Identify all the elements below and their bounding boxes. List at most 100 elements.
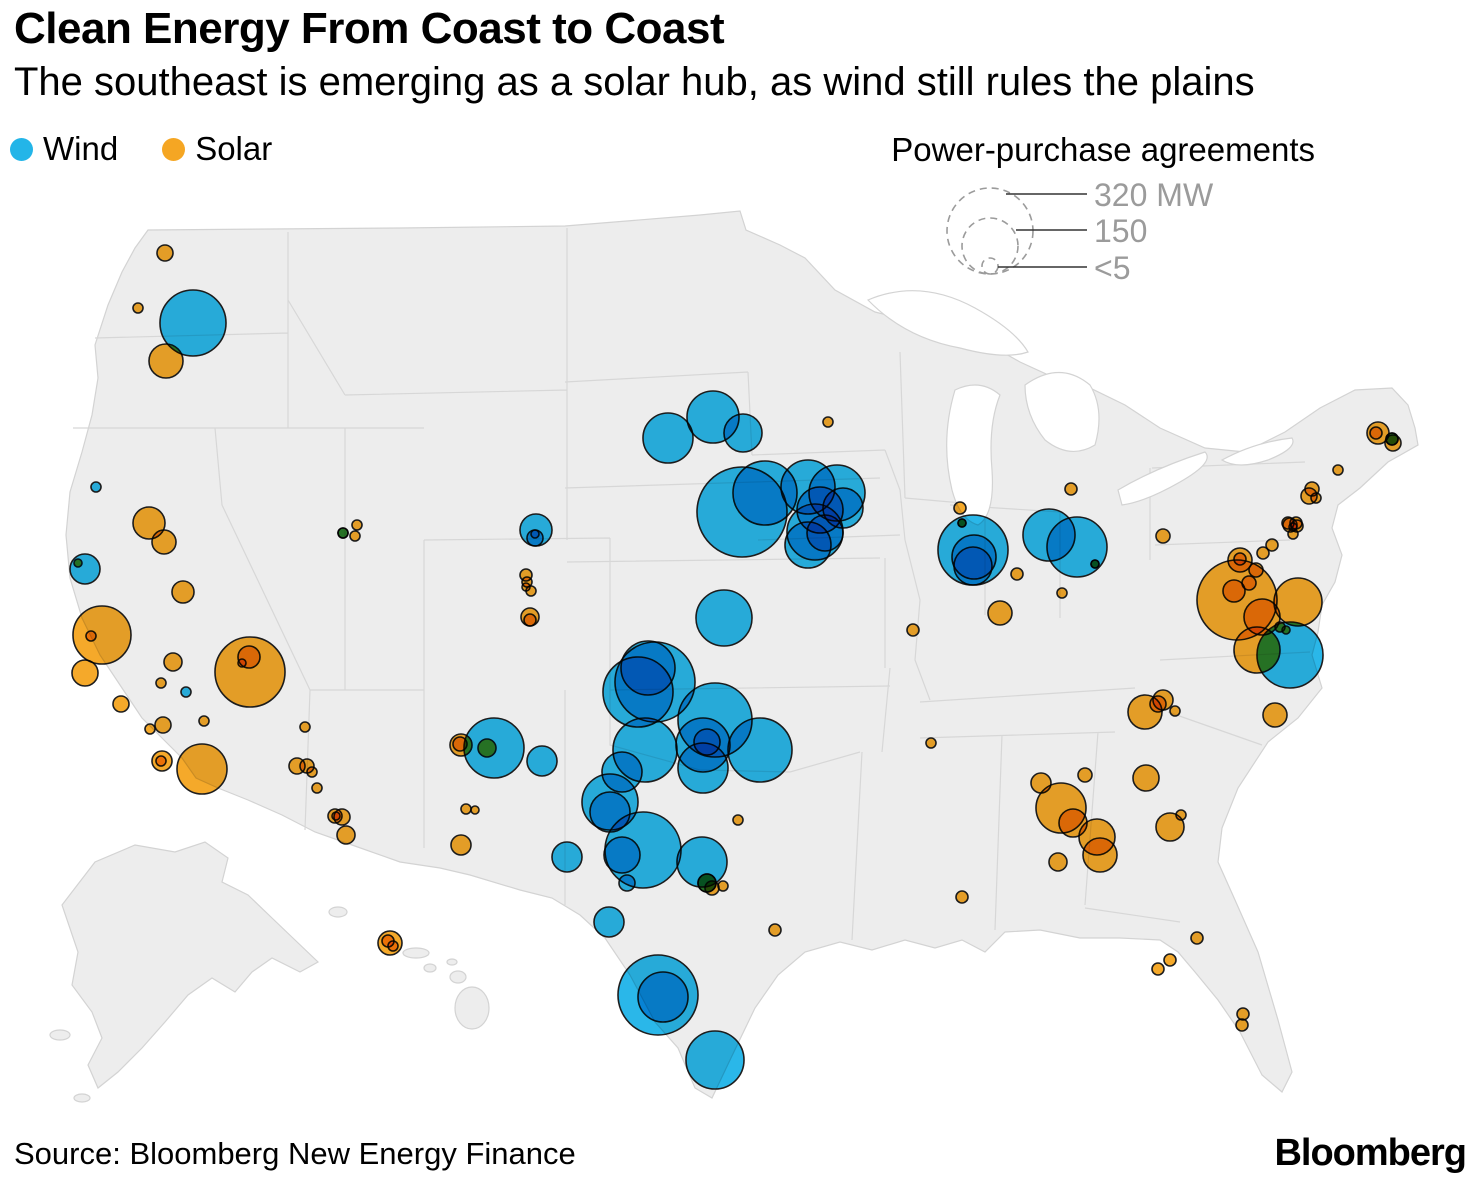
wind-bubble [530,529,540,539]
solar-bubble [337,527,349,539]
solar-bubble [336,825,356,845]
wind-bubble [551,841,583,873]
wind-bubble [642,412,694,464]
solar-bubble [198,715,210,727]
wind-bubble [90,481,102,493]
solar-bubble [1385,432,1399,446]
wind-swatch-icon [10,137,33,161]
wind-bubble [693,728,721,756]
solar-bubble [155,755,167,767]
legend-wind-label: Wind [43,130,119,167]
solar-bubble [299,721,311,733]
hawaii-island [446,958,458,966]
solar-bubble [163,652,183,672]
alaska-island [49,1029,71,1041]
wind-bubble [603,836,641,874]
wind-bubble [69,553,101,585]
solar-bubble [1222,579,1246,603]
solar-bubble [311,782,323,794]
solar-bubble [1262,702,1288,728]
solar-bubble [732,814,744,826]
wind-bubble [589,791,631,833]
page-title: Clean Energy From Coast to Coast [14,4,725,53]
solar-bubble [71,659,99,687]
scale-circle-5mw [981,257,999,275]
solar-swatch-icon [162,137,186,161]
solar-bubble [132,506,166,540]
solar-bubble [1273,577,1323,627]
wind-bubble [727,717,793,783]
solar-bubble [155,677,167,689]
solar-bubble [925,737,937,749]
solar-bubble [906,623,920,637]
solar-bubble [452,736,468,752]
solar-bubble [470,805,480,815]
wind-bubble [1022,508,1076,562]
solar-bubble [987,600,1013,626]
solar-bubble [953,501,967,515]
solar-bubble [955,890,969,904]
lake-ontario [1220,437,1294,466]
solar-bubble [1149,695,1167,713]
solar-bubble [450,834,472,856]
alaska-outline [61,841,320,1089]
solar-bubble [460,803,472,815]
series-legend: Wind Solar [10,130,272,168]
scale-label: 320 MW [1094,177,1214,213]
wind-bubble [526,745,558,777]
solar-bubble [1151,962,1165,976]
solar-bubble [1281,625,1291,635]
wind-bubble [159,289,227,357]
wind-bubble [953,546,993,586]
solar-bubble [1243,598,1281,636]
solar-bubble [156,244,174,262]
wind-bubble [806,514,844,552]
solar-bubble [1010,567,1024,581]
solar-bubble [214,636,286,708]
solar-bubble [112,695,130,713]
hawaii-island [449,970,467,984]
solar-bubble [154,716,172,734]
source-note: Source: Bloomberg New Energy Finance [14,1136,576,1171]
legend-item-wind: Wind [10,130,118,168]
ppa-bubbles [69,244,1402,1090]
solar-bubble [957,518,967,528]
bloomberg-logo: Bloomberg [1274,1132,1467,1174]
legend-solar-label: Solar [195,130,273,167]
solar-bubble [387,940,399,952]
solar-bubble [1265,538,1279,552]
solar-bubble [237,658,247,668]
solar-bubble [1155,812,1185,842]
solar-bubble [717,880,729,892]
hawaii-island [454,986,490,1030]
solar-bubble [1082,837,1118,873]
wind-bubble [637,971,689,1023]
solar-bubble [1132,764,1160,792]
solar-bubble [822,416,834,428]
alaska-island [73,1093,91,1103]
solar-bubble [1064,482,1078,496]
legend-item-solar: Solar [162,130,272,168]
solar-bubble [1241,575,1257,591]
lake-superior [866,290,1029,356]
solar-bubble [1248,562,1264,578]
scale-circle-150mw [961,217,1019,275]
solar-bubble [351,519,363,531]
solar-bubble [1288,522,1298,532]
great-lakes [866,290,1294,526]
solar-bubble [171,580,195,604]
solar-bubble [144,723,156,735]
solar-bubble [1155,528,1171,544]
hawaii-island [402,947,430,959]
solar-bubble [85,630,97,642]
solar-bubble [1233,552,1247,566]
wind-bubble [618,874,636,892]
scale-circle-320mw [946,187,1034,275]
wind-bubble [601,751,643,793]
hawaii-island [328,906,348,918]
lake-michigan [946,384,1001,526]
wind-bubble [593,906,625,938]
solar-bubble [1175,809,1187,821]
solar-bubble [1369,426,1383,440]
